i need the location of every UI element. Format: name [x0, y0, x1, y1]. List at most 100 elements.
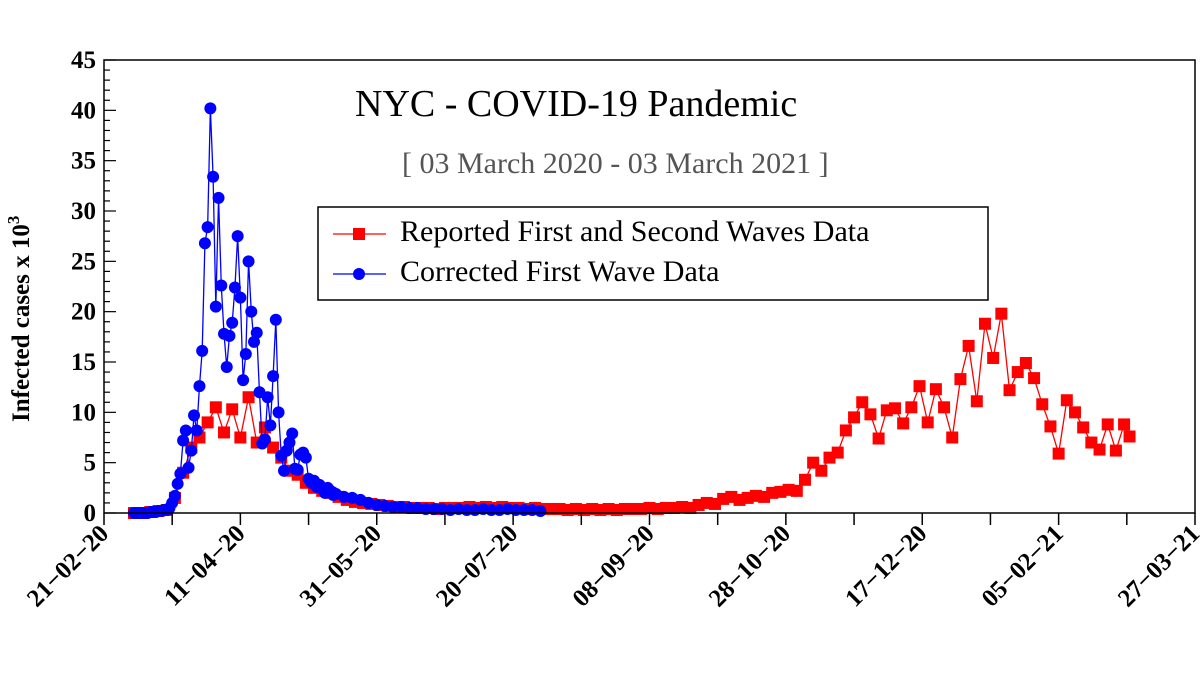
data-point-circle — [267, 370, 280, 383]
y-axis-title-text: Infected cases x 10 — [8, 224, 35, 422]
data-point-circle — [179, 424, 192, 437]
y-tick-label: 5 — [84, 450, 97, 477]
y-tick-label: 15 — [71, 349, 96, 376]
data-point-circle — [237, 374, 250, 387]
y-tick-label: 45 — [71, 47, 96, 74]
data-point-square — [831, 446, 844, 459]
data-point-circle — [245, 305, 258, 318]
legend-box — [317, 206, 989, 301]
y-axis-title: Infected cases x 103 — [4, 216, 35, 422]
legend-label-reported: Reported First and Second Waves Data — [400, 215, 869, 248]
data-point-circle — [215, 279, 228, 292]
legend-circle-marker-icon — [353, 268, 365, 280]
data-point-circle — [286, 427, 299, 440]
data-point-square — [1011, 366, 1024, 379]
data-point-square — [676, 500, 689, 513]
data-point-square — [1028, 372, 1041, 385]
legend-label-corrected: Corrected First Wave Data — [400, 255, 719, 288]
data-point-circle — [207, 170, 220, 183]
data-point-square — [218, 426, 231, 439]
data-point-square — [1019, 357, 1032, 370]
y-tick-label: 10 — [71, 399, 96, 426]
data-point-square — [921, 416, 934, 429]
data-point-square — [1109, 444, 1122, 457]
data-point-circle — [188, 409, 201, 422]
data-point-square — [864, 408, 877, 421]
y-tick-label: 25 — [71, 248, 96, 275]
data-point-square — [1068, 406, 1081, 419]
data-point-square — [267, 441, 280, 454]
data-point-square — [1123, 430, 1136, 443]
data-point-circle — [198, 237, 211, 250]
y-tick-label: 20 — [71, 299, 96, 326]
data-point-square — [962, 339, 975, 352]
y-axis-title-superscript: 3 — [4, 216, 23, 225]
data-point-circle — [177, 434, 190, 447]
data-point-square — [594, 503, 607, 516]
data-point-square — [848, 411, 861, 424]
data-point-circle — [196, 344, 209, 357]
data-point-square — [970, 395, 983, 408]
data-point-square — [1003, 384, 1016, 397]
data-point-square — [913, 380, 926, 393]
data-point-square — [995, 307, 1008, 320]
data-point-square — [897, 417, 910, 430]
data-point-circle — [250, 326, 263, 339]
data-point-square — [856, 396, 869, 409]
data-point-square — [815, 464, 828, 477]
data-point-square — [1093, 443, 1106, 456]
data-point-square — [1060, 394, 1073, 407]
data-point-circle — [258, 433, 271, 446]
y-tick-label: 40 — [71, 97, 96, 124]
data-point-circle — [228, 281, 241, 294]
data-point-circle — [201, 221, 214, 234]
data-point-square — [938, 401, 951, 414]
legend: Reported First and Second Waves Data Cor… — [317, 206, 989, 301]
data-point-circle — [209, 300, 222, 313]
data-point-square — [978, 317, 991, 330]
data-point-square — [1118, 418, 1131, 431]
series-corrected — [128, 102, 547, 519]
data-point-square — [610, 503, 623, 516]
y-tick-label: 35 — [71, 148, 96, 175]
data-point-circle — [171, 477, 184, 490]
data-point-square — [234, 431, 247, 444]
data-point-square — [201, 416, 214, 429]
data-point-square — [1077, 421, 1090, 434]
legend-square-marker-icon — [353, 228, 365, 240]
data-point-square — [561, 503, 574, 516]
data-point-circle — [190, 424, 203, 437]
data-marks — [128, 102, 1136, 519]
data-point-circle — [174, 467, 187, 480]
data-point-square — [987, 351, 1000, 364]
data-point-circle — [278, 464, 291, 477]
y-tick-label: 30 — [71, 198, 96, 225]
data-point-circle — [231, 230, 244, 243]
data-point-square — [578, 503, 591, 516]
data-point-circle — [234, 291, 247, 304]
data-point-square — [790, 484, 803, 497]
data-point-square — [1036, 398, 1049, 411]
data-point-circle — [269, 313, 282, 326]
data-point-square — [209, 401, 222, 414]
data-point-square — [1052, 447, 1065, 460]
data-point-circle — [220, 361, 233, 374]
data-point-square — [872, 432, 885, 445]
data-point-square — [954, 373, 967, 386]
chart-subtitle: [ 03 March 2020 - 03 March 2021 ] — [402, 147, 829, 180]
data-point-square — [929, 383, 942, 396]
data-point-circle — [204, 102, 217, 115]
data-point-square — [905, 401, 918, 414]
chart-title: NYC - COVID-19 Pandemic — [355, 83, 797, 125]
data-point-square — [798, 473, 811, 486]
data-point-square — [946, 431, 959, 444]
data-point-square — [1101, 418, 1114, 431]
data-point-circle — [212, 191, 225, 204]
data-point-circle — [226, 316, 239, 329]
data-point-circle — [168, 489, 181, 502]
data-point-circle — [193, 380, 206, 393]
data-point-circle — [248, 335, 261, 348]
data-point-circle — [261, 391, 274, 404]
